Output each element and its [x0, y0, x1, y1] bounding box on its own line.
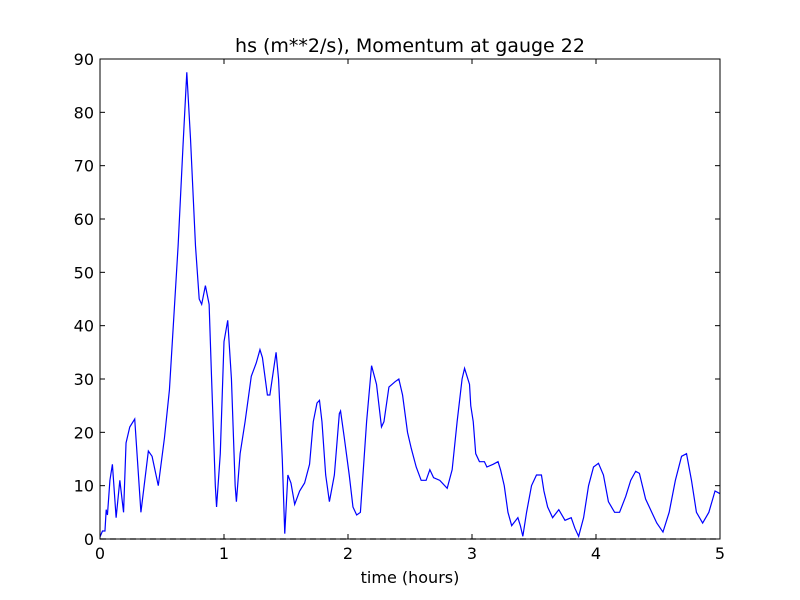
- line-series: [99, 72, 721, 539]
- y-tick-label: 60: [74, 210, 94, 229]
- x-tick-label: 3: [467, 544, 477, 563]
- y-tick-label: 70: [74, 157, 94, 176]
- chart-title: hs (m**2/s), Momentum at gauge 22: [235, 35, 585, 57]
- y-tick-label: 90: [74, 50, 94, 69]
- y-tick-label: 80: [74, 103, 94, 122]
- x-tick-label: 4: [591, 544, 601, 563]
- y-tick-label: 30: [74, 370, 94, 389]
- y-tick-label: 20: [74, 423, 94, 442]
- x-axis-label: time (hours): [361, 568, 460, 587]
- x-tick-label: 0: [95, 544, 105, 563]
- plot-frame: [99, 58, 721, 540]
- x-tick-label: 1: [219, 544, 229, 563]
- y-tick-label: 50: [74, 263, 94, 282]
- y-tick-label: 40: [74, 317, 94, 336]
- x-tick-label: 5: [715, 544, 725, 563]
- x-tick-label: 2: [343, 544, 353, 563]
- y-tick-label: 10: [74, 477, 94, 496]
- y-tick-label: 0: [84, 530, 94, 549]
